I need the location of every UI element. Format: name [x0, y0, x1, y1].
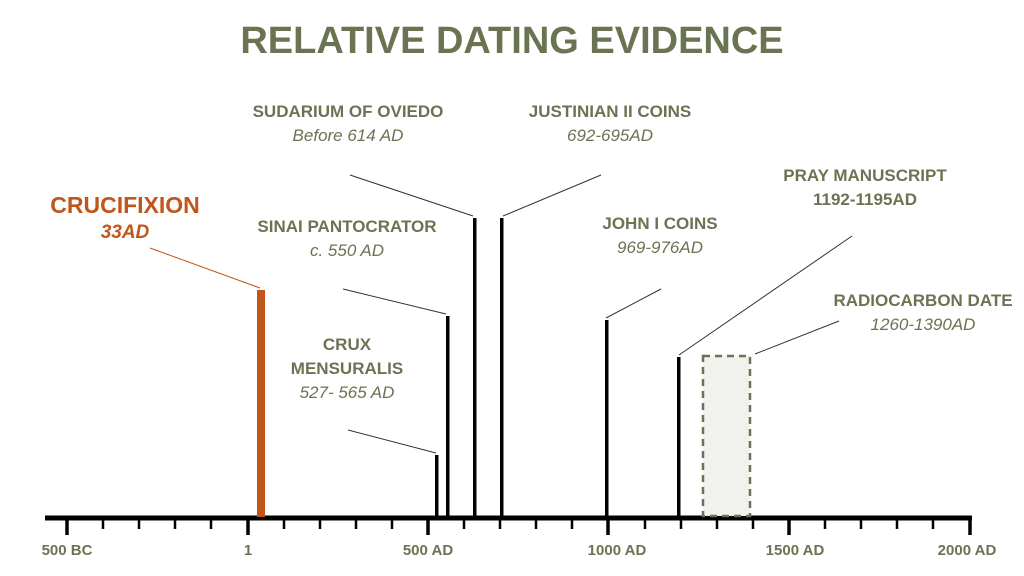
chart-title: RELATIVE DATING EVIDENCE — [240, 20, 784, 62]
sinai-bar — [446, 316, 450, 517]
crux-name-line1: CRUX — [322, 335, 372, 354]
crux-leader — [347, 429, 437, 454]
radiocarbon-leader — [754, 320, 840, 355]
tick-label-1000ad: 1000 AD — [587, 542, 647, 559]
pray-bar — [677, 357, 681, 517]
pray-label: PRAY MANUSCRIPT 1192-1195AD — [760, 164, 970, 212]
pray-date: 1192-1195AD — [813, 190, 917, 209]
justinian-label: JUSTINIAN II COINS 692-695AD — [500, 100, 720, 148]
tick-label-500ad: 500 AD — [402, 542, 454, 559]
tick-label-1500ad: 1500 AD — [765, 542, 825, 559]
john-leader — [605, 288, 662, 319]
john-name: JOHN I COINS — [602, 214, 718, 233]
justinian-date: 692-695AD — [566, 126, 653, 145]
pray-leader — [678, 235, 853, 356]
sudarium-leader — [349, 174, 474, 217]
crucifixion-name: CRUCIFIXION — [50, 192, 200, 218]
crux-name-line2: MENSURALIS — [290, 359, 404, 378]
justinian-name: JUSTINIAN II COINS — [528, 102, 692, 121]
minor-ticks — [101, 518, 935, 529]
pray-name: PRAY MANUSCRIPT — [783, 166, 947, 185]
john-label: JOHN I COINS 969-976AD — [585, 212, 735, 260]
sinai-name: SINAI PANTOCRATOR — [257, 217, 437, 236]
john-date: 969-976AD — [616, 238, 703, 257]
tick-label-500bc: 500 BC — [41, 542, 93, 559]
radiocarbon-label: RADIOCARBON DATE 1260-1390AD — [820, 289, 1024, 337]
radiocarbon-range-box — [701, 354, 752, 518]
crucifixion-bar — [257, 290, 265, 517]
justinian-leader — [502, 174, 602, 217]
crux-bar — [435, 455, 439, 517]
justinian-bar — [500, 218, 504, 517]
sudarium-date: Before 614 AD — [292, 126, 404, 145]
john-bar — [605, 320, 609, 517]
sudarium-label: SUDARIUM OF OVIEDO Before 614 AD — [230, 100, 466, 148]
crux-label: CRUX MENSURALIS 527- 565 AD — [272, 333, 422, 405]
tick-label-1: 1 — [243, 542, 253, 559]
crucifixion-label: CRUCIFIXION 33AD — [20, 190, 230, 246]
crux-date: 527- 565 AD — [299, 383, 395, 402]
sudarium-name: SUDARIUM OF OVIEDO — [252, 102, 444, 121]
sudarium-bar — [473, 218, 477, 517]
crucifixion-leader — [149, 247, 261, 289]
sinai-label: SINAI PANTOCRATOR c. 550 AD — [240, 215, 454, 263]
radiocarbon-date: 1260-1390AD — [870, 315, 976, 334]
radiocarbon-name: RADIOCARBON DATE — [833, 291, 1013, 310]
crucifixion-date: 33AD — [100, 222, 150, 243]
tick-label-2000ad: 2000 AD — [937, 542, 997, 559]
sinai-leader — [342, 288, 447, 315]
major-ticks — [65, 518, 972, 535]
sinai-date: c. 550 AD — [309, 241, 385, 260]
